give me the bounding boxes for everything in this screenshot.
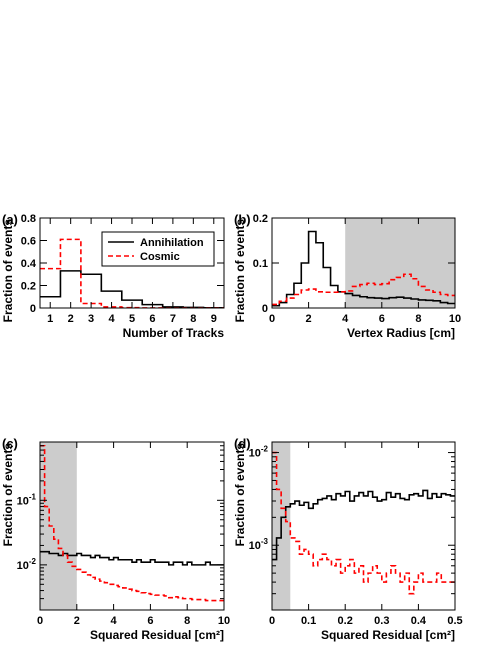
series-cosmic bbox=[40, 238, 224, 308]
legend: Annihilation Cosmic bbox=[101, 231, 215, 267]
x-tick-label: 0.2 bbox=[338, 615, 353, 627]
y-tick-label: 10-2 bbox=[17, 557, 37, 572]
x-tick-label: 5 bbox=[129, 313, 135, 325]
panel-label: (b) bbox=[234, 212, 251, 227]
y-tick-label: 0.4 bbox=[21, 258, 37, 270]
shaded-region bbox=[40, 442, 77, 610]
series-cosmic bbox=[272, 451, 455, 595]
x-tick-label: 4 bbox=[111, 615, 118, 627]
x-tick-label: 2 bbox=[74, 615, 80, 627]
x-tick-label: 7 bbox=[170, 313, 176, 325]
series-annihilation bbox=[272, 489, 455, 561]
x-tick-label: 0 bbox=[269, 615, 275, 627]
shaded-region bbox=[345, 218, 455, 308]
x-tick-label: 6 bbox=[379, 313, 385, 325]
y-axis-label: Fraction of events bbox=[233, 443, 247, 547]
panel-c: 0 2 4 6 8 10 10-2 10-1 Squared Residual [cm²] Fra… bbox=[1, 436, 230, 642]
legend-box bbox=[101, 231, 215, 267]
series-cosmic bbox=[40, 444, 224, 602]
x-tick-label: 8 bbox=[415, 313, 421, 325]
y-tick-label: 0.2 bbox=[21, 281, 36, 293]
panel-label: (c) bbox=[2, 436, 18, 451]
panel-label: (d) bbox=[234, 436, 251, 451]
legend-label-cosmic: Cosmic bbox=[140, 251, 180, 263]
y-tick-label: 0.1 bbox=[253, 258, 268, 270]
x-tick-label: 0 bbox=[269, 313, 275, 325]
x-tick-label: 2 bbox=[68, 313, 74, 325]
y-tick-label: 0.2 bbox=[253, 213, 268, 225]
legend-label-annihilation: Annihilation bbox=[140, 237, 204, 249]
panel-label: (a) bbox=[2, 212, 18, 227]
y-tick-label: 0.8 bbox=[21, 213, 36, 225]
panel-b: 0 2 4 6 8 10 0 0.1 0.2 Vertex Radius [cm] Fraction… bbox=[233, 212, 461, 340]
plot-frame bbox=[271, 441, 456, 611]
y-tick-label: 0.6 bbox=[21, 236, 36, 248]
x-axis-label: Squared Residual [cm²] bbox=[90, 628, 224, 642]
x-tick-label: 1 bbox=[47, 313, 53, 325]
x-tick-label: 3 bbox=[88, 313, 94, 325]
x-tick-label: 4 bbox=[342, 313, 349, 325]
y-tick-label: 0 bbox=[262, 303, 268, 315]
y-axis-label: Fraction of events bbox=[233, 219, 247, 323]
x-tick-label: 0.3 bbox=[374, 615, 389, 627]
x-tick-label: 10 bbox=[218, 615, 230, 627]
y-tick-label: 10-3 bbox=[249, 537, 269, 552]
x-tick-label: 8 bbox=[190, 313, 196, 325]
y-axis-label: Fraction of events bbox=[1, 219, 15, 323]
x-tick-label: 0 bbox=[37, 615, 43, 627]
y-tick-label: 10-2 bbox=[249, 445, 269, 460]
x-tick-label: 9 bbox=[211, 313, 217, 325]
x-tick-label: 10 bbox=[449, 313, 461, 325]
y-tick-label: 10-1 bbox=[17, 492, 37, 507]
panel-a: 1 2 3 4 5 6 7 8 9 0 0.2 0.4 0.6 0.8 Number of Tracks Fr… bbox=[1, 212, 225, 340]
x-tick-label: 4 bbox=[108, 313, 115, 325]
x-tick-label: 0.4 bbox=[411, 615, 427, 627]
x-tick-label: 0.1 bbox=[301, 615, 316, 627]
x-axis-label: Squared Residual [cm²] bbox=[321, 628, 455, 642]
y-tick-label: 0 bbox=[30, 303, 36, 315]
x-axis-label: Number of Tracks bbox=[123, 326, 225, 340]
series-cosmic bbox=[272, 273, 455, 306]
x-tick-label: 2 bbox=[306, 313, 312, 325]
series-annihilation bbox=[40, 550, 224, 566]
y-axis-label: Fraction of events bbox=[1, 443, 15, 547]
x-tick-label: 8 bbox=[184, 615, 190, 627]
series-annihilation bbox=[272, 230, 455, 307]
x-tick-label: 6 bbox=[149, 313, 155, 325]
x-tick-label: 6 bbox=[147, 615, 153, 627]
panel-d: 0 0.1 0.2 0.3 0.4 0.5 10-3 10-2 Squared Residual… bbox=[233, 436, 463, 642]
x-axis-label: Vertex Radius [cm] bbox=[347, 326, 455, 340]
x-tick-label: 0.5 bbox=[447, 615, 462, 627]
